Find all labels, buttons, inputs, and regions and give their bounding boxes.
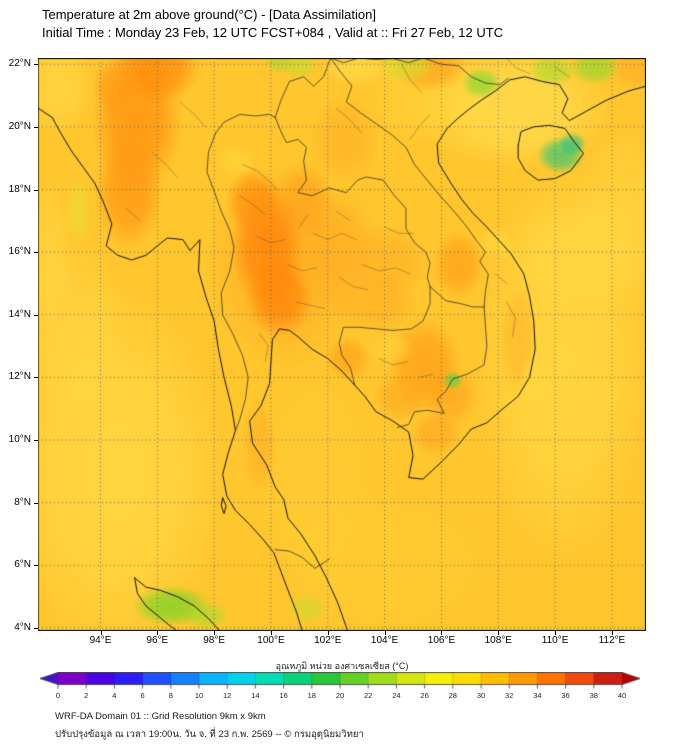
colorbar-tick-label: 10 <box>194 691 204 700</box>
lon-tick-label: 102°E <box>314 635 342 646</box>
lat-tick-label: 14°N <box>8 308 31 320</box>
lat-axis-tick <box>34 64 38 66</box>
colorbar-tick-label: 36 <box>561 691 570 700</box>
lat-tick-label: 6°N <box>14 559 31 571</box>
colorbar-tick-label: 28 <box>448 691 457 700</box>
colorbar-tick-label: 18 <box>307 691 316 700</box>
lat-axis-tick <box>34 189 38 191</box>
colorbar-tick-label: 6 <box>140 691 145 700</box>
page-title: Temperature at 2m above ground(°C) - [Da… <box>42 7 376 22</box>
lon-tick-label: 110°E <box>541 635 569 646</box>
lon-axis-tick <box>498 631 500 635</box>
footer-domain-info: WRF-DA Domain 01 :: Grid Resolution 9km … <box>55 711 266 722</box>
colorbar-tick-label: 26 <box>420 691 429 700</box>
lat-tick-label: 8°N <box>14 496 31 508</box>
colorbar-tick-label: 32 <box>505 691 514 700</box>
colorbar-tick-label: 8 <box>168 691 173 700</box>
colorbar-tick-label: 40 <box>617 691 627 700</box>
lon-axis-tick <box>327 631 329 635</box>
lon-tick-label: 112°E <box>598 635 626 646</box>
lon-axis-tick <box>441 631 443 635</box>
lon-tick-label: 94°E <box>89 635 112 646</box>
colorbar <box>40 672 640 690</box>
lon-axis-tick <box>611 631 613 635</box>
colorbar-tick-label: 0 <box>55 691 61 700</box>
lat-axis-tick <box>34 314 38 316</box>
colorbar-tick-label: 38 <box>589 691 598 700</box>
lat-tick-label: 12°N <box>8 371 31 383</box>
colorbar-tick-label: 20 <box>335 691 345 700</box>
lat-axis-tick <box>34 440 38 441</box>
footer-update-info: ปรับปรุงข้อมูล ณ เวลา 19:00น. วัน จ. ที่… <box>55 729 364 740</box>
colorbar-tick-label: 2 <box>84 691 89 700</box>
lon-tick-label: 100°E <box>257 635 285 646</box>
lat-tick-label: 4°N <box>14 621 31 633</box>
lat-tick-label: 20°N <box>8 120 31 132</box>
lon-tick-label: 104°E <box>370 635 399 646</box>
colorbar-tick-label: 22 <box>364 691 373 700</box>
colorbar-tick-label: 4 <box>112 691 117 700</box>
lon-tick-label: 98°E <box>203 635 226 646</box>
colorbar-tick-label: 34 <box>533 691 542 700</box>
colorbar-tick-label: 30 <box>476 691 486 700</box>
page-subtitle: Initial Time : Monday 23 Feb, 12 UTC FCS… <box>42 25 504 40</box>
colorbar-tick-label: 16 <box>279 691 288 700</box>
lon-axis-tick <box>214 631 216 635</box>
lat-axis-tick <box>34 627 38 629</box>
colorbar-tick-label: 14 <box>251 691 260 700</box>
lat-tick-label: 22°N <box>8 58 31 70</box>
lon-axis-tick <box>555 631 557 635</box>
lat-axis-tick <box>34 565 38 567</box>
colorbar-tick-label: 24 <box>392 691 401 700</box>
colorbar-label: อุณหภูมิ หน่วย องศาเซลเซียส (°C) <box>275 661 409 671</box>
lon-tick-label: 108°E <box>484 635 512 646</box>
lon-axis-tick <box>100 631 102 635</box>
lat-axis-tick <box>34 502 38 504</box>
temperature-map-canvas <box>38 58 646 631</box>
lat-tick-label: 16°N <box>8 246 31 258</box>
lon-tick-label: 106°E <box>427 635 456 646</box>
lat-axis-tick <box>34 126 38 128</box>
lat-tick-label: 10°N <box>8 434 31 445</box>
lon-axis-tick <box>157 631 159 635</box>
lon-axis-tick <box>384 631 386 635</box>
lat-tick-label: 18°N <box>8 183 31 195</box>
lon-axis-tick <box>270 631 272 635</box>
lat-axis-tick <box>34 377 38 379</box>
lon-tick-label: 96°E <box>146 635 169 646</box>
lat-axis-tick <box>34 252 38 254</box>
colorbar-tick-label: 12 <box>223 691 232 700</box>
